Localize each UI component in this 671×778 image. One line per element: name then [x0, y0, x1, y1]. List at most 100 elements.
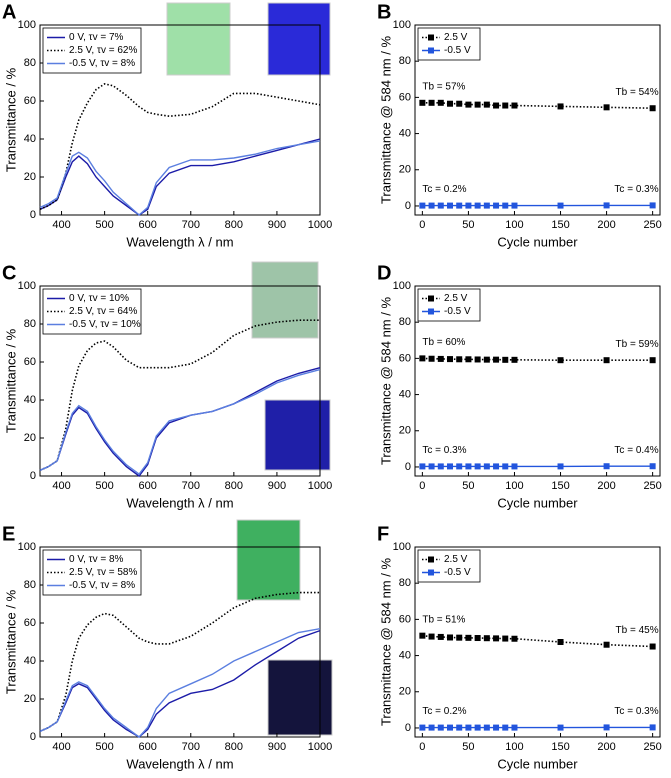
- legend-label: 0 V, τv = 7%: [69, 32, 124, 43]
- x-tick-label: 700: [182, 219, 200, 231]
- y-tick-label: 60: [24, 617, 36, 629]
- marker: [428, 633, 435, 640]
- x-axis-label: Cycle number: [497, 756, 578, 771]
- y-tick-label: 60: [24, 356, 36, 368]
- x-tick-label: 600: [139, 219, 157, 231]
- marker: [465, 463, 472, 470]
- x-tick-label: 200: [597, 219, 615, 231]
- marker: [437, 633, 444, 640]
- panel-label: D: [377, 262, 391, 284]
- x-tick-label: 500: [95, 741, 113, 753]
- annotation: Tc = 0.3%: [614, 184, 658, 195]
- marker: [474, 356, 481, 363]
- legend-label: 2.5 V: [444, 554, 468, 565]
- legend-marker: [428, 34, 434, 41]
- marker: [437, 724, 444, 731]
- y-tick-label: 0: [30, 470, 36, 482]
- y-tick-label: 20: [399, 686, 411, 698]
- legend-box: [42, 27, 142, 74]
- marker: [649, 724, 656, 731]
- series-line: [39, 83, 321, 211]
- panel-label: C: [2, 262, 16, 284]
- marker: [474, 635, 481, 642]
- marker: [649, 643, 656, 650]
- marker: [493, 724, 500, 731]
- x-tick-label: 0: [419, 480, 425, 492]
- x-tick-label: 100: [505, 741, 523, 753]
- legend-label: -0.5 V: [444, 306, 471, 317]
- marker: [483, 724, 490, 731]
- marker: [428, 99, 435, 106]
- annotation: Tc = 0.3%: [614, 706, 658, 717]
- x-tick-label: 250: [643, 741, 661, 753]
- marker: [483, 202, 490, 209]
- x-axis-label: Cycle number: [497, 234, 578, 249]
- legend-label: 2.5 V, τv = 58%: [69, 567, 137, 578]
- legend-marker: [428, 308, 434, 315]
- x-tick-label: 1000: [308, 480, 332, 492]
- marker: [502, 356, 509, 363]
- x-axis-label: Wavelength λ / nm: [126, 756, 233, 771]
- legend-label: 0 V, τv = 10%: [69, 293, 129, 304]
- marker: [474, 202, 481, 209]
- plot-frame: [414, 285, 661, 477]
- y-axis-label: Transmittance @ 584 nm / %: [378, 36, 393, 204]
- x-axis-label: Wavelength λ / nm: [126, 234, 233, 249]
- x-tick-label: 700: [182, 480, 200, 492]
- panel-label: E: [2, 523, 15, 545]
- annotation: Tb = 54%: [616, 87, 659, 98]
- marker: [502, 635, 509, 642]
- legend-box: [42, 549, 142, 596]
- x-tick-label: 900: [268, 480, 286, 492]
- y-tick-label: 40: [399, 127, 411, 139]
- marker: [649, 202, 656, 209]
- marker: [493, 102, 500, 109]
- marker: [649, 463, 656, 470]
- y-axis-label: Transmittance @ 584 nm / %: [378, 297, 393, 465]
- marker: [465, 202, 472, 209]
- y-tick-label: 40: [399, 388, 411, 400]
- x-tick-label: 100: [505, 480, 523, 492]
- marker: [447, 356, 453, 363]
- marker: [603, 724, 610, 731]
- marker: [483, 101, 490, 108]
- marker: [483, 635, 490, 642]
- marker: [437, 355, 444, 362]
- marker: [511, 102, 518, 109]
- y-tick-label: 40: [24, 394, 36, 406]
- marker: [502, 724, 509, 731]
- marker: [465, 356, 472, 363]
- y-tick-label: 60: [399, 352, 411, 364]
- series-line: [39, 138, 321, 216]
- x-tick-label: 150: [551, 741, 569, 753]
- y-tick-label: 20: [399, 425, 411, 437]
- annotation: Tb = 45%: [616, 625, 659, 636]
- marker: [493, 463, 500, 470]
- legend-box: [417, 288, 481, 322]
- legend-marker: [428, 556, 434, 563]
- marker: [649, 105, 656, 112]
- y-tick-label: 20: [24, 693, 36, 705]
- photo-bleached: [251, 261, 319, 339]
- legend-box: [417, 549, 481, 583]
- legend-marker: [428, 47, 434, 54]
- marker: [465, 724, 472, 731]
- y-tick-label: 80: [399, 577, 411, 589]
- marker: [447, 100, 453, 107]
- y-tick-label: 0: [30, 731, 36, 743]
- marker: [474, 463, 481, 470]
- marker: [557, 103, 564, 110]
- plot-frame: [39, 546, 321, 738]
- annotation: Tc = 0.3%: [422, 445, 466, 456]
- x-tick-label: 800: [225, 219, 243, 231]
- marker: [511, 635, 518, 642]
- marker: [456, 634, 463, 641]
- legend-box: [417, 27, 481, 61]
- marker: [419, 99, 426, 106]
- y-tick-label: 80: [24, 318, 36, 330]
- marker: [428, 202, 435, 209]
- marker: [465, 634, 472, 641]
- marker: [557, 639, 564, 645]
- marker: [511, 202, 518, 209]
- y-tick-label: 100: [18, 541, 36, 553]
